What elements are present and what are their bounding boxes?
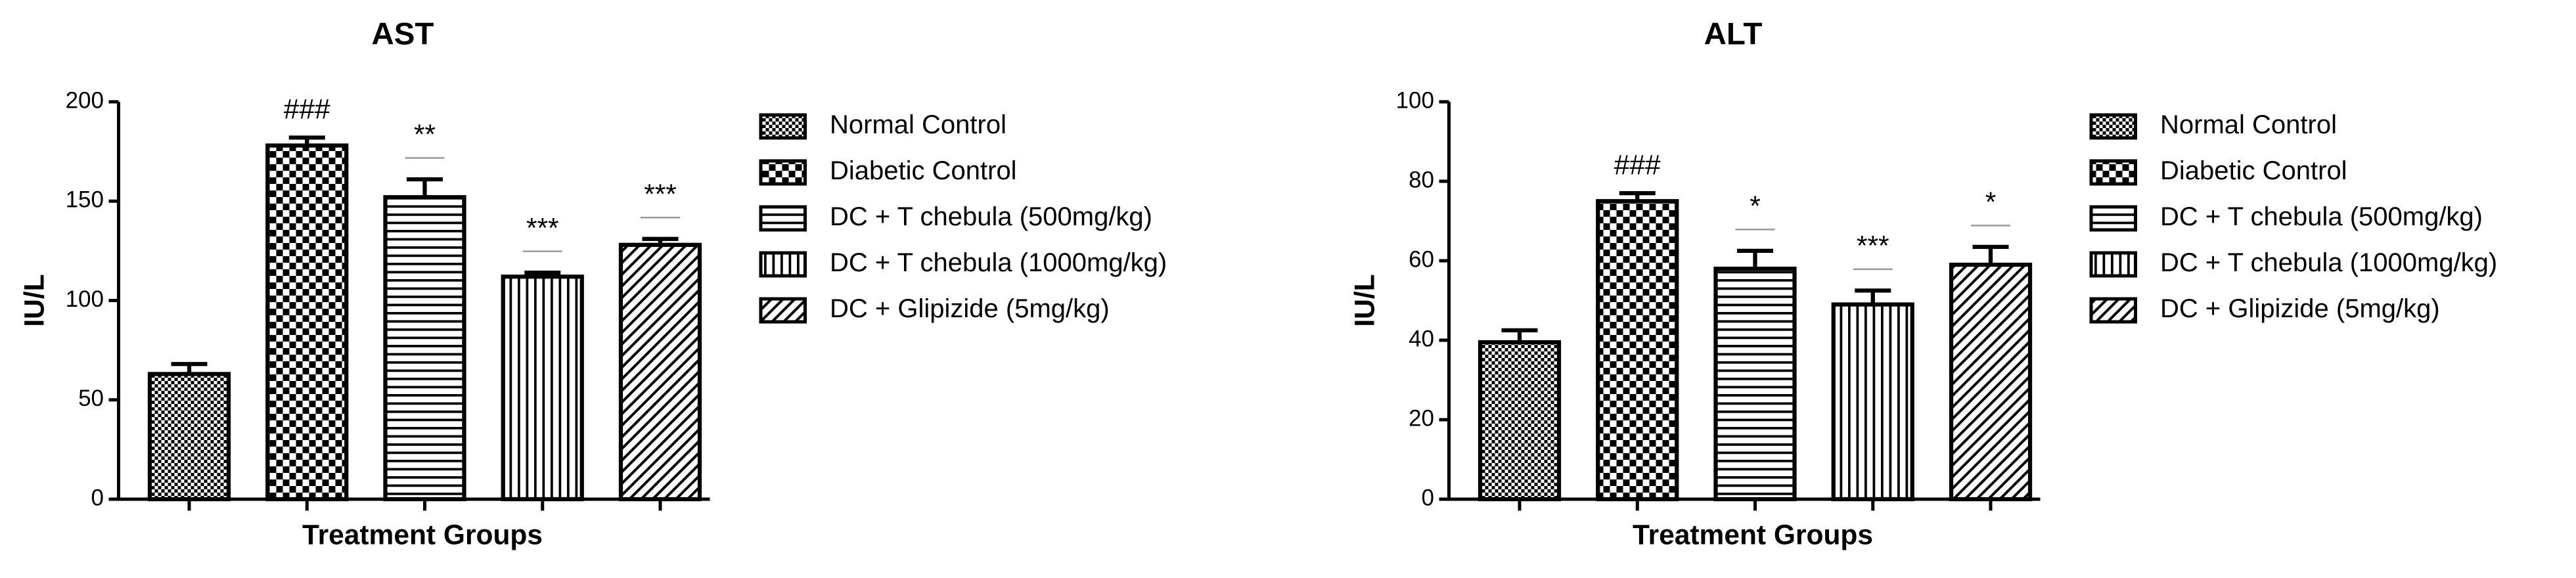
y-tick-label: 0 bbox=[91, 485, 104, 510]
annotation: ### bbox=[284, 95, 330, 125]
legend-label: DC + T chebula (1000mg/kg) bbox=[2160, 248, 2497, 277]
chart-title: ALT bbox=[1704, 17, 1763, 52]
bar bbox=[147, 372, 231, 502]
y-axis-label: IU/L bbox=[1350, 274, 1381, 326]
error-bar bbox=[1972, 244, 2009, 265]
bar bbox=[501, 275, 584, 502]
legend-label: DC + T chebula (1000mg/kg) bbox=[830, 248, 1167, 277]
x-axis-label: Treatment Groups bbox=[302, 520, 543, 551]
bar bbox=[618, 242, 702, 502]
annotation: ** bbox=[414, 120, 436, 150]
legend-swatch bbox=[2089, 297, 2137, 324]
legend-swatch bbox=[759, 297, 807, 324]
bar bbox=[265, 143, 349, 502]
y-tick-label: 100 bbox=[66, 286, 104, 312]
y-tick-label: 60 bbox=[1409, 246, 1434, 272]
y-tick-label: 0 bbox=[1422, 485, 1434, 510]
legend-swatch bbox=[759, 205, 807, 232]
annotation: * bbox=[1985, 187, 1997, 218]
legend-swatch bbox=[759, 113, 807, 140]
bar bbox=[383, 195, 466, 502]
legend-swatch bbox=[2089, 251, 2137, 278]
legend-label: Diabetic Control bbox=[830, 156, 1017, 185]
y-tick-label: 150 bbox=[66, 187, 104, 213]
error-bar bbox=[171, 362, 208, 374]
legend-label: DC + Glipizide (5mg/kg) bbox=[830, 294, 1110, 323]
legend-label: DC + Glipizide (5mg/kg) bbox=[2160, 294, 2440, 323]
error-bar bbox=[1855, 288, 1891, 305]
legend-swatch bbox=[759, 251, 807, 278]
y-tick-label: 80 bbox=[1409, 167, 1434, 192]
bar bbox=[1949, 262, 2033, 502]
y-tick-label: 20 bbox=[1409, 405, 1434, 431]
error-bar bbox=[642, 236, 679, 245]
annotation: *** bbox=[644, 179, 677, 210]
y-tick-label: 50 bbox=[78, 386, 104, 411]
annotation: *** bbox=[526, 213, 559, 244]
legend-label: DC + T chebula (500mg/kg) bbox=[830, 202, 1152, 231]
error-bar bbox=[524, 271, 561, 277]
legend-swatch bbox=[2089, 159, 2137, 186]
legend-label: Normal Control bbox=[2160, 110, 2337, 139]
bar bbox=[1713, 266, 1797, 502]
legend-swatch bbox=[2089, 205, 2137, 232]
y-tick-label: 40 bbox=[1409, 326, 1434, 351]
legend-label: Normal Control bbox=[830, 110, 1006, 139]
legend-swatch bbox=[759, 159, 807, 186]
annotation: *** bbox=[1857, 231, 1889, 262]
chart-title: AST bbox=[372, 17, 434, 52]
bar bbox=[1831, 302, 1914, 502]
legend-swatch bbox=[2089, 113, 2137, 140]
y-tick-label: 200 bbox=[66, 87, 104, 113]
error-bar bbox=[1619, 191, 1656, 202]
legend-label: DC + T chebula (500mg/kg) bbox=[2160, 202, 2483, 231]
annotation: * bbox=[1750, 191, 1761, 222]
error-bar bbox=[288, 135, 325, 146]
y-axis-label: IU/L bbox=[20, 274, 51, 326]
y-tick-label: 100 bbox=[1396, 87, 1434, 113]
error-bar bbox=[1501, 328, 1538, 343]
annotation: ### bbox=[1614, 150, 1661, 181]
bar bbox=[1596, 199, 1679, 502]
bar bbox=[1478, 340, 1562, 502]
x-axis-label: Treatment Groups bbox=[1633, 520, 1873, 551]
error-bar bbox=[407, 177, 443, 198]
legend-label: Diabetic Control bbox=[2160, 156, 2347, 185]
error-bar bbox=[1737, 248, 1773, 269]
